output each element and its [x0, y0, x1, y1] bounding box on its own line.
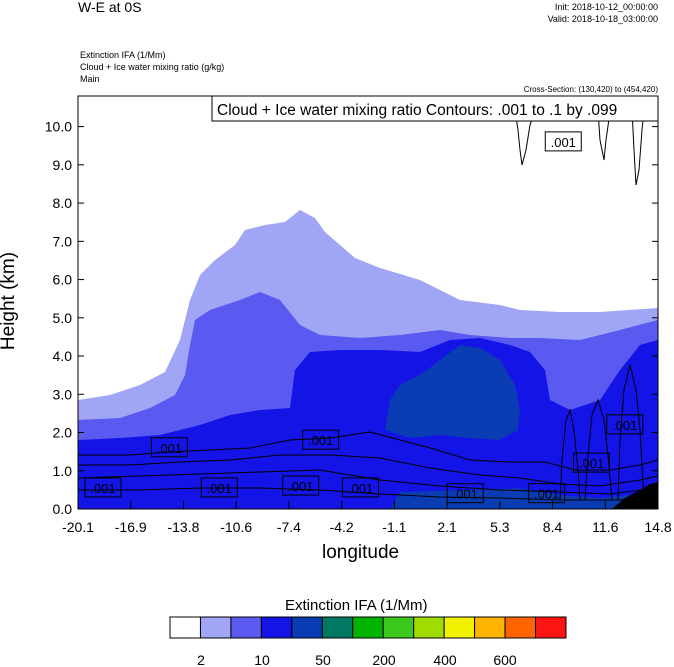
- x-axis: -20.1 -16.9 -13.8 -10.6 -7.4 -4.2 -1.1 2.1 5.3 8.…: [62, 501, 672, 535]
- contour-label: .001: [534, 487, 559, 502]
- y-axis-label: Height (km): [0, 251, 20, 351]
- y-tick-label: 5.0: [53, 310, 73, 326]
- field-label-mixing-ratio: Cloud + Ice water mixing ratio (g/kg): [80, 62, 225, 72]
- contour-label: .001: [612, 418, 637, 433]
- init-time: Init: 2018-10-12_00:00:00: [554, 2, 658, 12]
- contour-label-box: [342, 477, 380, 498]
- contour-label-box: [282, 475, 320, 496]
- contour-label: .001: [308, 433, 333, 448]
- x-tick-label: -20.1: [62, 519, 94, 535]
- colorbar-label: 400: [433, 652, 457, 667]
- x-tick-label: 5.3: [490, 519, 510, 535]
- colorbar-swatch: [504, 616, 537, 639]
- colorbar-swatch: [230, 616, 262, 639]
- x-tick-label: -4.2: [330, 519, 354, 535]
- colorbar: 2 10 50 200 400 600: [169, 616, 567, 667]
- x-tick-label: -10.6: [220, 519, 252, 535]
- y-tick-label: 2.0: [53, 425, 73, 441]
- contour-line-lower-2: [78, 454, 658, 487]
- colorbar-swatch: [382, 616, 415, 639]
- contour-label-box: [150, 437, 188, 458]
- contour-label-box: [84, 477, 122, 498]
- colorbar-title: Extinction IFA (1/Mm): [285, 597, 428, 614]
- contour-label-box: [573, 452, 611, 473]
- y-tick-label: 1.0: [53, 463, 73, 479]
- contour-info-box: Cloud + Ice water mixing ratio Contours:…: [211, 95, 659, 122]
- colorbar-label: 10: [254, 652, 270, 667]
- x-tick-label: 8.4: [543, 519, 563, 535]
- colorbar-swatch: [535, 616, 567, 639]
- valid-time: Valid: 2018-10-18_03:00:00: [547, 14, 658, 24]
- contour-label-box: [446, 483, 484, 504]
- y-tick-label: 6.0: [53, 272, 73, 288]
- contour-label: .001: [453, 487, 478, 502]
- y-tick-label: 7.0: [53, 233, 73, 249]
- contour-label-box: [200, 477, 238, 498]
- contour-label: .001: [288, 479, 313, 494]
- colorbar-label: 2: [197, 652, 205, 667]
- contour-info-text: Cloud + Ice water mixing ratio Contours:…: [217, 102, 617, 119]
- colorbar-swatch: [321, 616, 354, 639]
- contour-line-right-towers: [559, 364, 645, 501]
- contour-label: .001: [579, 456, 604, 471]
- contour-label: .001: [348, 481, 373, 496]
- contour-label-box: [544, 131, 582, 152]
- x-tick-label: 2.1: [437, 519, 457, 535]
- contour-labels: .001 .001 .001 .001 .001 .001 .001 .001 .001 .001…: [84, 131, 644, 504]
- cross-section-label: Cross-Section: (130,420) to (454,420): [523, 85, 658, 94]
- colorbar-swatch: [260, 616, 293, 639]
- y-axis: 0.0 1.0 2.0 3.0 4.0 5.0 6.0 7.0 8.0 9.0 10.0: [45, 119, 658, 517]
- colorbar-swatch: [443, 616, 476, 639]
- contour-line-upper-right: [514, 109, 645, 186]
- field-label-main: Main: [80, 74, 100, 84]
- x-axis-label: longitude: [322, 542, 400, 563]
- contour-line-lower-3: [78, 469, 658, 495]
- fill-region-dark: [385, 345, 520, 440]
- colorbar-swatch: [474, 616, 506, 639]
- x-tick-label: -7.4: [277, 519, 301, 535]
- colorbar-label: 200: [372, 652, 396, 667]
- terrain: [612, 482, 658, 509]
- colorbar-label: 600: [493, 652, 517, 667]
- contour-label-box: [606, 414, 644, 435]
- y-tick-label: 0.0: [53, 501, 73, 517]
- contour-label: .001: [207, 481, 232, 496]
- x-tick-label: -16.9: [115, 519, 147, 535]
- y-tick-label: 3.0: [53, 386, 73, 402]
- colorbar-label: 50: [315, 652, 331, 667]
- x-tick-label: 14.8: [644, 519, 671, 535]
- colorbar-swatch: [352, 616, 384, 639]
- contour-label: .001: [551, 135, 576, 150]
- field-label-extinction: Extinction IFA (1/Mm): [80, 50, 166, 60]
- contour-label-box: [528, 483, 566, 504]
- x-tick-label: -13.8: [167, 519, 199, 535]
- x-tick-label: -1.1: [382, 519, 406, 535]
- y-tick-label: 4.0: [53, 348, 73, 364]
- contour-label: .001: [157, 441, 182, 456]
- colorbar-swatch: [291, 616, 323, 639]
- colorbar-swatch: [413, 616, 445, 639]
- contour-label: .001: [90, 481, 115, 496]
- x-tick-label: 11.6: [592, 519, 618, 535]
- y-tick-label: 8.0: [53, 195, 73, 211]
- chart-title: W-E at 0S: [78, 0, 142, 15]
- colorbar-swatch: [169, 616, 201, 639]
- fill-region-blue: [78, 338, 658, 509]
- contour-label-box: [302, 429, 340, 450]
- plot-area: [78, 96, 658, 509]
- colorbar-swatch: [199, 616, 232, 639]
- y-tick-label: 9.0: [53, 157, 73, 173]
- y-tick-label: 10.0: [45, 119, 72, 135]
